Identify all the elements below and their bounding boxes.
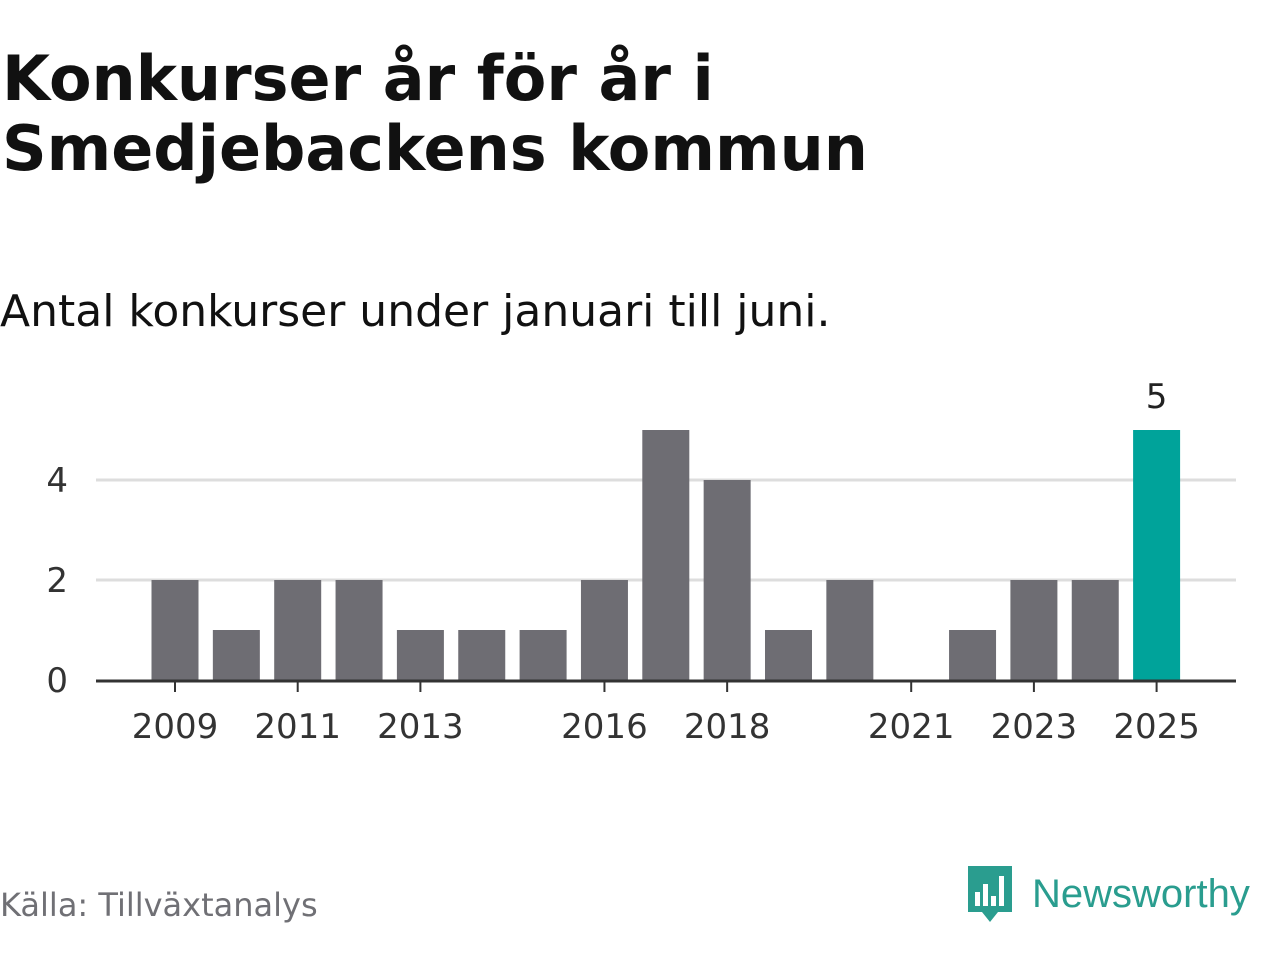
source-note: Källa: Tillväxtanalys	[0, 886, 318, 924]
x-tick-label: 2016	[561, 707, 648, 747]
bar-2022	[949, 630, 997, 680]
chart-subtitle: Antal konkurser under januari till juni.	[0, 286, 831, 337]
bar-2024	[1071, 580, 1119, 680]
x-tick-label: 2023	[991, 707, 1078, 747]
bar-2020	[826, 580, 874, 680]
x-tick-label: 2018	[684, 707, 771, 747]
bar-2011	[274, 580, 322, 680]
bar-2012	[335, 580, 383, 680]
bar-2013	[396, 630, 444, 680]
bar-2019	[765, 630, 812, 680]
bar-2017	[642, 430, 690, 680]
y-tick-label: 2	[46, 561, 68, 601]
bar-2014	[458, 630, 506, 680]
bar-2023	[1010, 580, 1058, 680]
bar-chart-speech-bubble-icon	[968, 866, 1012, 922]
x-tick-label: 2013	[377, 707, 464, 747]
y-tick-label: 4	[46, 461, 68, 501]
x-tick-label: 2025	[1113, 707, 1200, 747]
x-tick-label: 2011	[254, 707, 341, 747]
y-tick-label: 0	[46, 661, 68, 701]
x-tick-label: 2009	[132, 707, 219, 747]
bar-2010	[212, 630, 260, 680]
bar-2016	[580, 580, 628, 680]
brand-name: Newsworthy	[1032, 871, 1250, 916]
chart-title: Konkurser år för år i Smedjebackens komm…	[2, 42, 868, 185]
x-tick-label: 2021	[868, 707, 955, 747]
brand: Newsworthy	[964, 862, 1250, 926]
bar-2018	[703, 480, 751, 680]
bar-2015	[519, 630, 567, 680]
bar-2025	[1133, 430, 1181, 680]
bar-2009	[151, 580, 199, 680]
data-label: 5	[1146, 377, 1168, 417]
